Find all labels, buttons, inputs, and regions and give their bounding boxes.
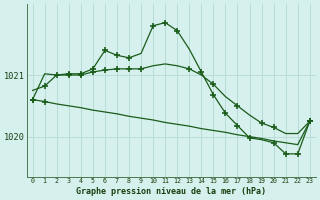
X-axis label: Graphe pression niveau de la mer (hPa): Graphe pression niveau de la mer (hPa) [76, 187, 266, 196]
